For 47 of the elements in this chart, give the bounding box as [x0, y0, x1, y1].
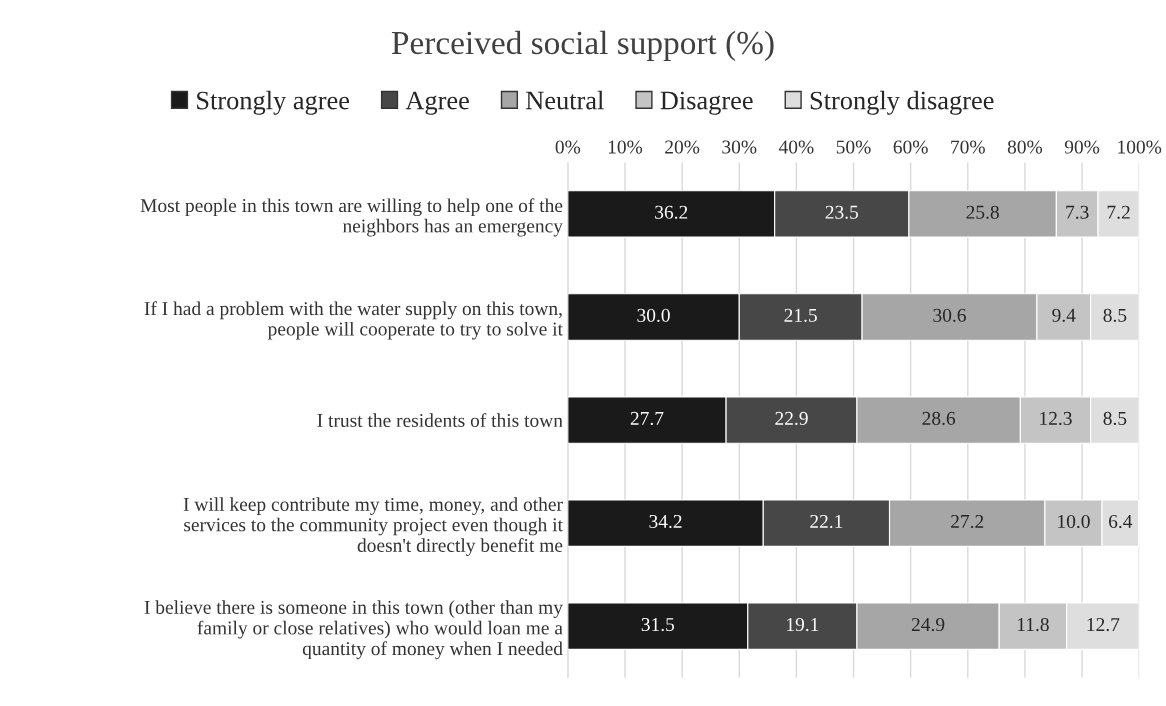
x-tick-label: 80%	[1007, 140, 1043, 154]
data-label: 8.5	[1103, 411, 1127, 426]
data-label: 22.1	[810, 514, 843, 529]
data-label: 23.5	[825, 205, 859, 219]
data-label: 24.9	[911, 618, 945, 632]
x-tick-label: 10%	[608, 140, 643, 154]
x-tick-label: 50%	[836, 140, 871, 154]
y-tick-label: I trust the residents of this town	[317, 413, 563, 428]
y-tick-label: If I had a problem with the water supply on this town, people will cooperate to try to solve it	[144, 301, 563, 340]
y-tick-label: Most people in this town are willing to help one of the neighbors has an emergency	[140, 198, 563, 237]
data-label: 27.2	[951, 514, 984, 529]
data-label: 7.3	[1066, 205, 1089, 219]
legend-label: Neutral	[526, 90, 604, 110]
data-label: 19.1	[787, 618, 819, 632]
data-label: 7.2	[1107, 205, 1130, 219]
legend-label: Disagree	[660, 91, 753, 115]
data-label: 36.2	[655, 205, 688, 219]
x-tick-label: 20%	[665, 140, 700, 154]
data-label: 30.6	[933, 308, 966, 322]
data-label: 31.5	[641, 618, 675, 632]
legend-label: Strongly disagree	[810, 90, 994, 115]
data-label: 6.4	[1109, 514, 1133, 529]
x-tick-label: 60%	[893, 140, 928, 154]
legend-label: Agree	[405, 91, 469, 115]
y-tick-label: I believe there is someone in this town (other than my family or close relatives) who would loan me a quantity of money when I needed	[144, 600, 563, 660]
data-label: 25.8	[966, 205, 999, 219]
data-label: 11.8	[1017, 617, 1049, 632]
chart-title: Perceived social support (%)	[391, 30, 774, 61]
data-label: 21.5	[784, 308, 817, 322]
data-label: 30.0	[637, 308, 670, 322]
x-tick-label: 70%	[951, 140, 985, 154]
data-label: 27.7	[630, 411, 664, 426]
data-label: 22.9	[775, 411, 808, 426]
legend-label: Strongly agree	[197, 90, 350, 115]
data-label: 9.4	[1052, 308, 1076, 322]
x-tick-label: 100%	[1118, 140, 1162, 154]
data-label: 10.0	[1058, 514, 1090, 529]
data-label: 8.5	[1103, 308, 1127, 322]
data-label: 12.3	[1040, 411, 1072, 426]
x-tick-label: 0%	[555, 140, 581, 154]
data-label: 12.7	[1087, 618, 1120, 632]
data-label: 28.6	[922, 411, 956, 426]
x-tick-label: 30%	[722, 140, 757, 154]
x-tick-label: 90%	[1064, 140, 1100, 154]
y-tick-label: I will keep contribute my time, money, and other services to the community project even though it doesn't directly benefit me	[183, 497, 563, 556]
data-label: 34.2	[649, 514, 682, 529]
x-tick-label: 40%	[778, 140, 814, 154]
